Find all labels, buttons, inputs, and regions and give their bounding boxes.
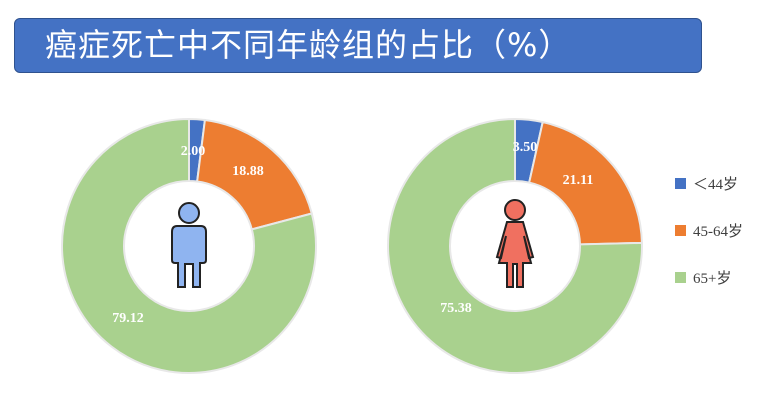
male-person-icon xyxy=(171,202,207,288)
data-label: 79.12 xyxy=(112,311,144,326)
donut-slice-2 xyxy=(527,120,643,246)
legend-label: 65+岁 xyxy=(693,270,731,287)
female-person-icon xyxy=(495,199,535,288)
data-label: 75.38 xyxy=(440,301,472,316)
legend-label: 45-64岁 xyxy=(693,223,743,240)
data-label: 2.00 xyxy=(181,144,206,159)
data-label: 3.50 xyxy=(513,140,538,155)
donut-chart-male: 2.00 18.88 79.12 xyxy=(61,117,317,374)
legend-label: ＜44岁 xyxy=(693,176,738,193)
title-banner: 癌症死亡中不同年龄组的占比（%） xyxy=(14,18,702,73)
chart-title: 癌症死亡中不同年龄组的占比（%） xyxy=(45,26,572,64)
legend: ＜44岁 45-64岁 65+岁 xyxy=(675,176,743,287)
data-label: 18.88 xyxy=(232,164,264,179)
legend-swatch xyxy=(675,225,686,236)
donut-slice-3 xyxy=(387,117,643,374)
data-label: 21.11 xyxy=(563,173,594,188)
legend-swatch xyxy=(675,178,686,189)
donut-slice-2 xyxy=(196,118,313,231)
legend-swatch xyxy=(675,272,686,283)
donut-chart-female: 3.50 21.11 75.38 xyxy=(387,117,643,374)
donut-slice-3 xyxy=(61,117,317,374)
